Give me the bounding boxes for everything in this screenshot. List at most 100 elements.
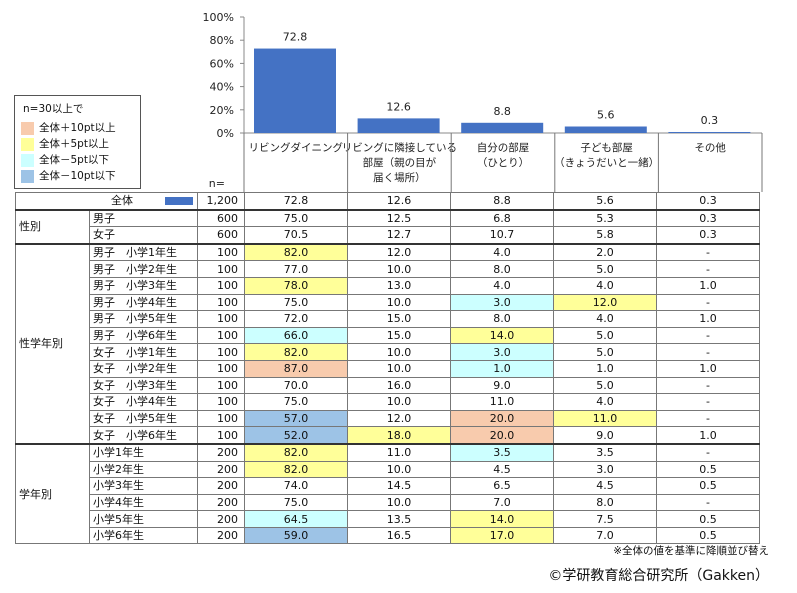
table-row: 女子 小学1年生 100 82.0 10.0 3.0 5.0-: [16, 343, 760, 361]
row-label: 小学2年生: [89, 460, 198, 479]
table-cell: 75.0: [244, 493, 348, 512]
row-n: 1,200: [197, 191, 245, 211]
table-cell: 10.0: [347, 460, 451, 479]
bar: [668, 132, 751, 133]
table-cell: -: [656, 343, 760, 361]
category-label: （きょうだいと一緒）: [554, 156, 659, 169]
bar-value-label: 12.6: [386, 100, 411, 113]
table-row: 女子 600 70.5 12.7 10.7 5.8 0.3: [16, 226, 760, 245]
row-n: 600: [197, 208, 245, 228]
row-label: 女子 小学5年生: [89, 409, 198, 428]
bar: [254, 48, 336, 133]
row-n: 100: [197, 260, 245, 278]
bar-value-label: 5.6: [597, 109, 615, 122]
table-cell: -: [656, 393, 760, 411]
row-label: 女子 小学6年生: [89, 426, 198, 445]
table-row: 小学5年生 200 64.5 13.5 14.0 7.5 0.5: [16, 510, 760, 528]
n-header: n=: [209, 177, 225, 190]
row-label: 男子 小学6年生: [89, 326, 198, 345]
bar: [564, 126, 647, 133]
table-cell: 1.0: [450, 359, 554, 378]
table-cell: 10.0: [347, 393, 451, 411]
table-row: 男子 小学3年生 100 78.0 13.0 4.0 4.0 1.0: [16, 276, 760, 295]
legend-label: 全体＋10pt以上: [39, 122, 116, 134]
table-cell: 8.0: [553, 493, 657, 512]
table-cell: 7.0: [450, 493, 554, 512]
table-cell: 5.3: [553, 208, 657, 228]
table-cell: 12.7: [347, 226, 451, 245]
table-cell: 8.0: [450, 310, 554, 328]
table-cell: 12.6: [347, 191, 451, 211]
row-n: 200: [197, 510, 245, 528]
table-cell: 10.0: [347, 359, 451, 378]
table-cell: 4.0: [553, 310, 657, 328]
table-cell: 52.0: [244, 426, 348, 445]
category-label: （ひとり）: [477, 157, 529, 169]
table-cell: 82.0: [244, 442, 348, 462]
table-cell: 2.0: [553, 242, 657, 262]
table-cell: 0.5: [656, 477, 760, 495]
y-tick-label: 20%: [210, 104, 234, 117]
table-cell: 9.0: [553, 426, 657, 445]
legend-swatch: [21, 154, 34, 167]
category-label: リビングに隣接している: [342, 141, 457, 154]
table-row: 女子 小学6年生 100 52.0 18.0 20.0 9.0 1.0: [16, 426, 760, 445]
row-label: 男子 小学5年生: [89, 310, 198, 328]
table-cell: 15.0: [347, 310, 451, 328]
table-cell: 5.0: [553, 343, 657, 361]
table-cell: 14.5: [347, 477, 451, 495]
group-label: 性別: [15, 208, 90, 245]
row-label: 男子 小学2年生: [89, 260, 198, 278]
table-cell: 5.0: [553, 260, 657, 278]
table-cell: 4.0: [450, 276, 554, 295]
row-n: 200: [197, 526, 245, 545]
row-n: 200: [197, 493, 245, 512]
legend: n=30以上で 全体＋10pt以上 全体＋5pt以上 全体－5pt以下 全体－1…: [14, 95, 141, 189]
row-label: 小学1年生: [89, 442, 198, 462]
row-n: 100: [197, 393, 245, 411]
row-n: 100: [197, 343, 245, 361]
table-cell: 1.0: [656, 310, 760, 328]
legend-label: 全体－5pt以下: [39, 154, 109, 166]
sort-note: ※全体の値を基準に降順並び替え: [613, 545, 769, 557]
table-cell: 12.0: [553, 293, 657, 312]
table-cell: 77.0: [244, 260, 348, 278]
bar-value-label: 8.8: [493, 105, 511, 118]
legend-label: 全体－10pt以下: [39, 170, 116, 182]
table-cell: 10.0: [347, 293, 451, 312]
table-cell: 5.8: [553, 226, 657, 245]
row-label: 女子 小学3年生: [89, 376, 198, 395]
table-cell: 74.0: [244, 477, 348, 495]
row-label: 女子: [89, 226, 198, 245]
table-cell: 15.0: [347, 326, 451, 345]
table-cell: 4.0: [553, 393, 657, 411]
table-cell: -: [656, 376, 760, 395]
table-row: 女子 小学2年生 100 87.0 10.0 1.0 1.0 1.0: [16, 359, 760, 378]
category-label: 部屋（親の目が: [363, 156, 437, 169]
table-row: 女子 小学5年生 100 57.0 12.0 20.0 11.0-: [16, 409, 760, 428]
table-cell: 75.0: [244, 208, 348, 228]
table-cell: 1.0: [656, 359, 760, 378]
table-cell: 3.0: [450, 343, 554, 361]
category-label: 自分の部屋: [477, 141, 530, 154]
table-cell: 13.5: [347, 510, 451, 528]
table-cell: 82.0: [244, 242, 348, 262]
table-row: 小学4年生 200 75.0 10.0 7.0 8.0-: [16, 493, 760, 512]
row-n: 100: [197, 276, 245, 295]
row-n: 600: [197, 226, 245, 245]
legend-item-plus10: 全体＋10pt以上: [21, 121, 137, 136]
bar-value-label: 0.3: [701, 114, 719, 127]
table-cell: 78.0: [244, 276, 348, 295]
y-tick-label: 60%: [210, 57, 234, 70]
table-cell: 4.5: [450, 460, 554, 479]
table-cell: 10.0: [347, 343, 451, 361]
y-tick-label: 0%: [217, 127, 234, 140]
table-row: 男子 小学4年生 100 75.0 10.0 3.0 12.0-: [16, 293, 760, 312]
table-cell: 16.5: [347, 526, 451, 545]
table-cell: 4.0: [450, 242, 554, 262]
table-cell: 72.0: [244, 310, 348, 328]
table-row-total: 全体 1,200 72.8 12.6 8.8 5.6 0.3: [15, 191, 760, 211]
table-cell: -: [656, 493, 760, 512]
category-label: リビングダイニング: [249, 141, 344, 154]
row-label: 男子 小学3年生: [89, 276, 198, 295]
